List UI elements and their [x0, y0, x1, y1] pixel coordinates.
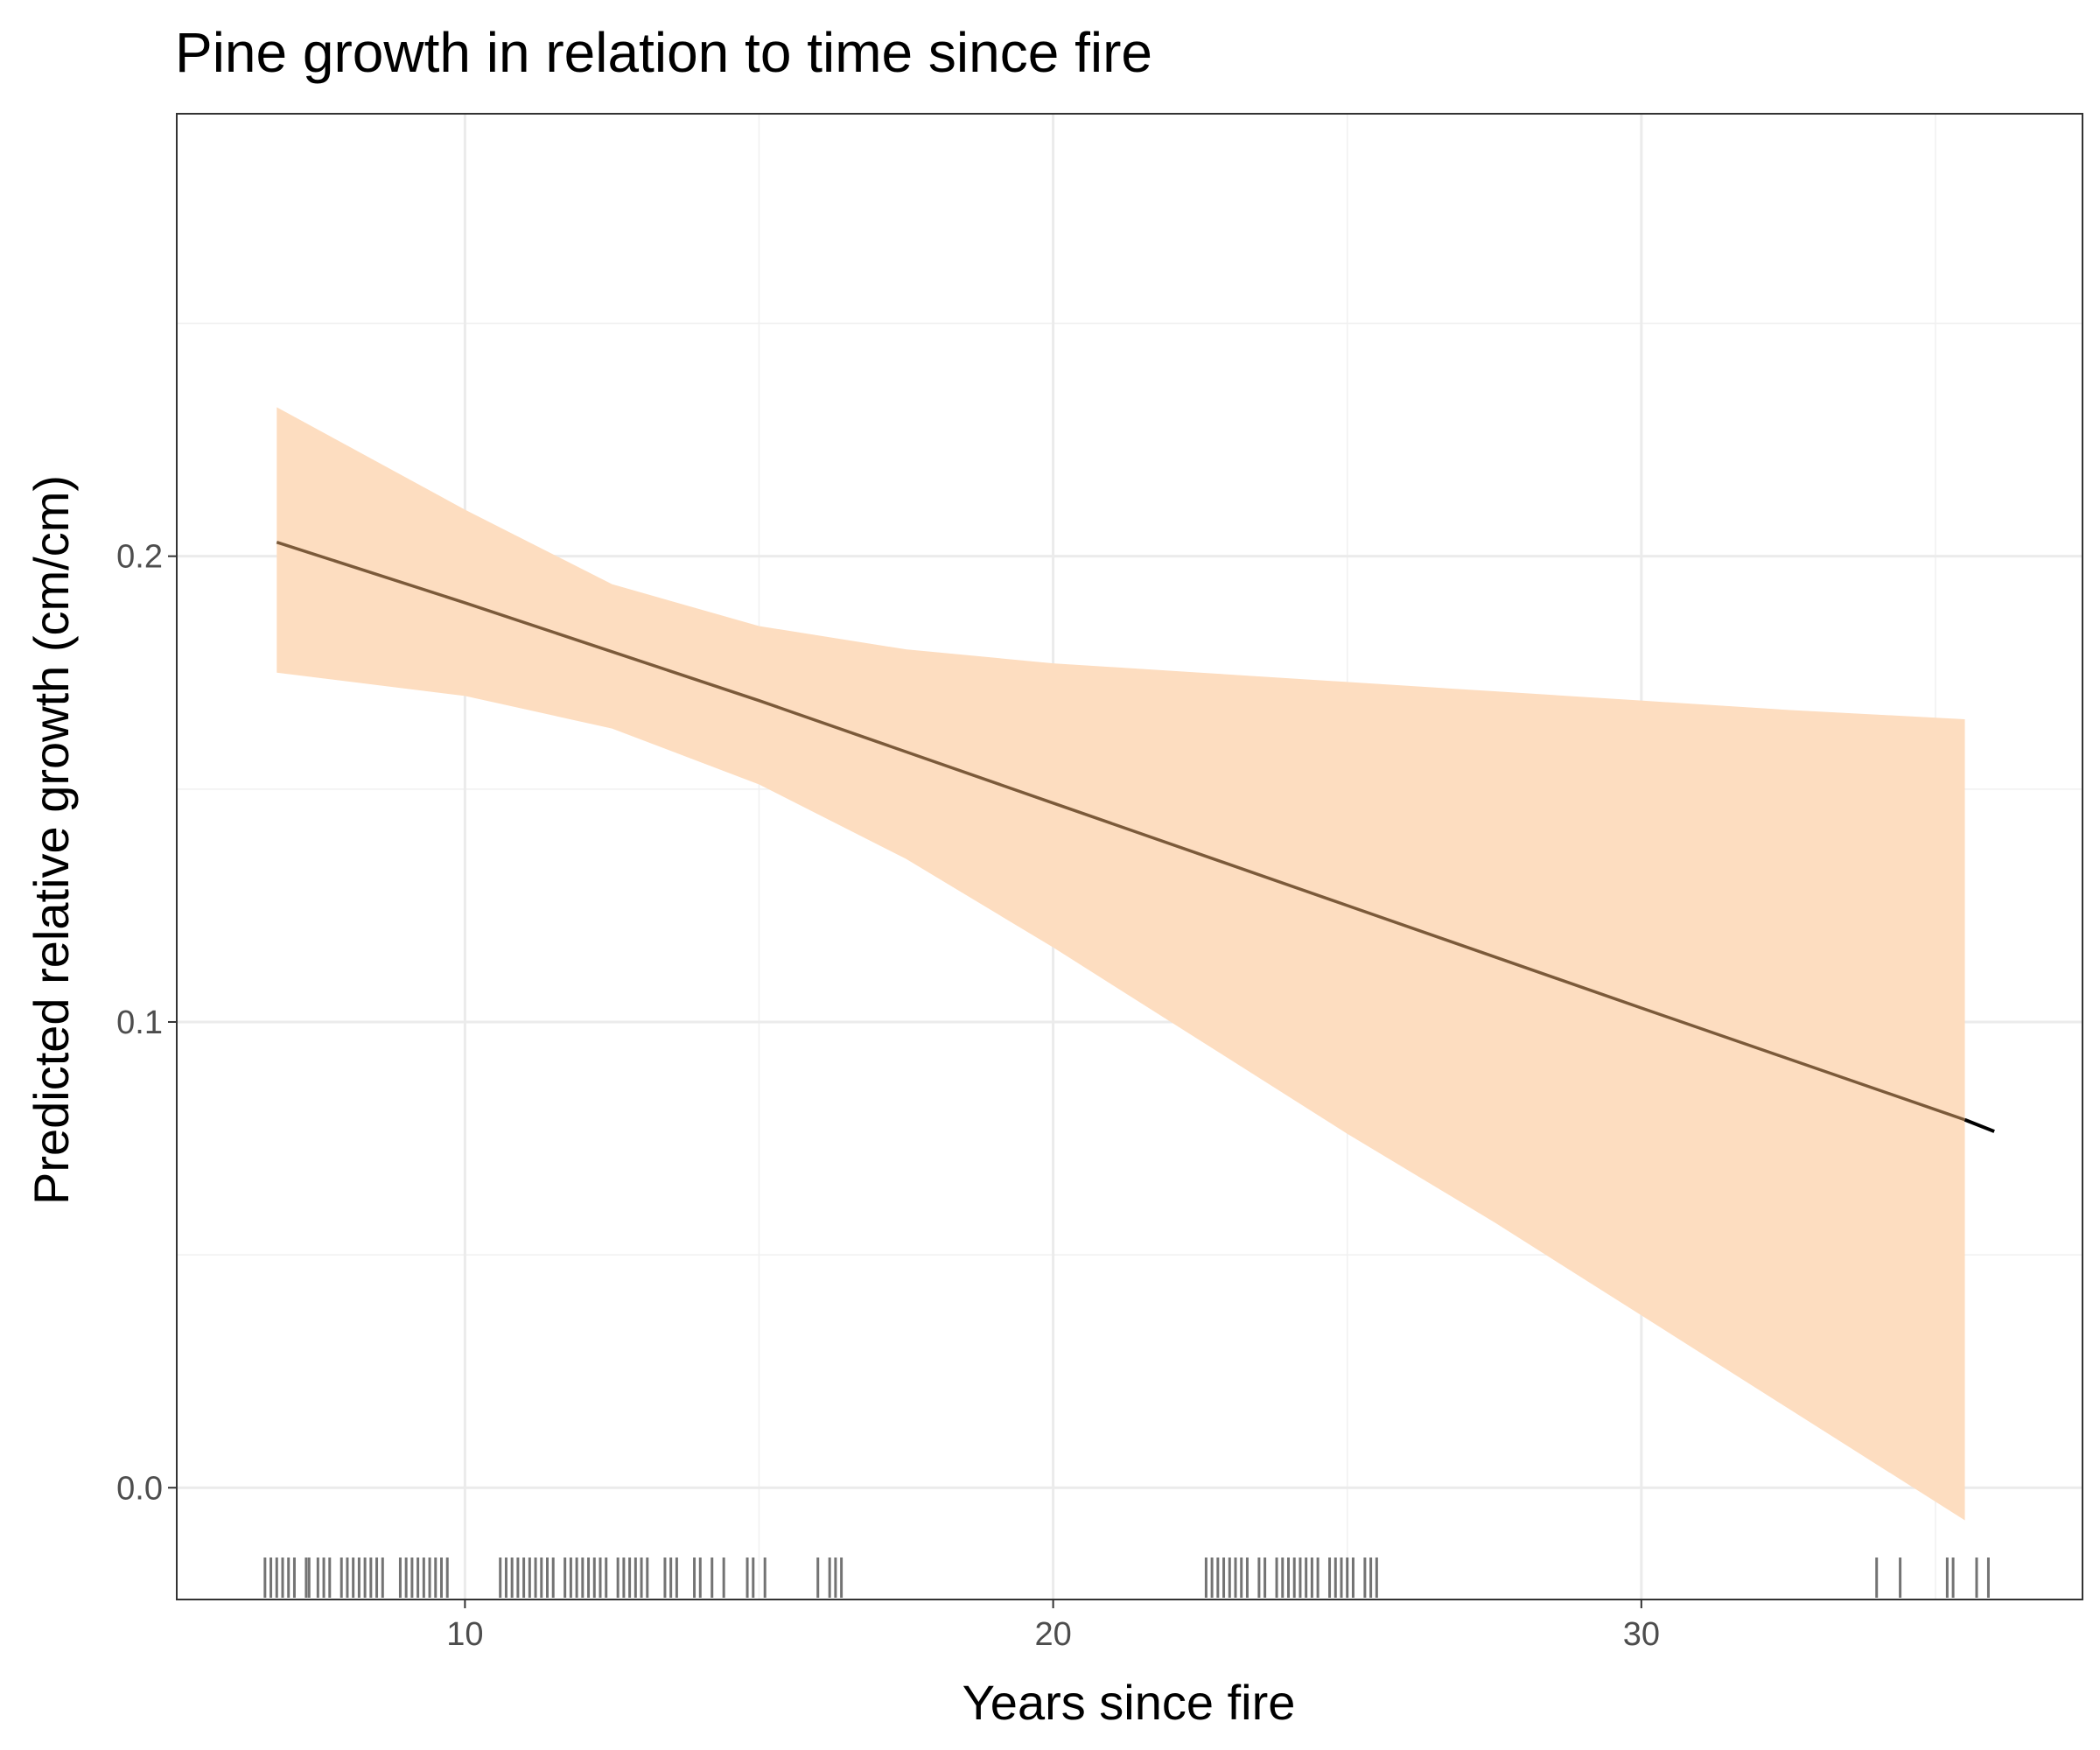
fit-line	[276, 541, 1966, 1122]
axis-ticks: 10 20 30 0.0 0.1 0.2	[116, 539, 1660, 1653]
fit-line-layer	[276, 541, 1995, 1133]
chart-title: Pine growth in relation to time since fi…	[175, 21, 1152, 84]
x-tick-label: 30	[1623, 1616, 1660, 1653]
y-tick-label: 0.2	[116, 539, 163, 576]
confidence-band	[276, 407, 1965, 1521]
x-tick-label: 20	[1034, 1616, 1071, 1653]
y-axis-title: Predicted relative growth (cm/cm)	[24, 475, 79, 1205]
confidence-band-layer	[276, 407, 1965, 1521]
y-tick-label: 0.0	[116, 1470, 163, 1507]
x-tick-label: 10	[446, 1616, 483, 1653]
plot-panel-border	[176, 113, 2083, 1600]
y-tick-label: 0.1	[116, 1004, 163, 1041]
x-axis-title: Years since fire	[962, 1675, 1296, 1730]
rug-marks	[263, 1558, 1990, 1598]
extrapolated-line-segment	[1964, 1117, 1995, 1133]
